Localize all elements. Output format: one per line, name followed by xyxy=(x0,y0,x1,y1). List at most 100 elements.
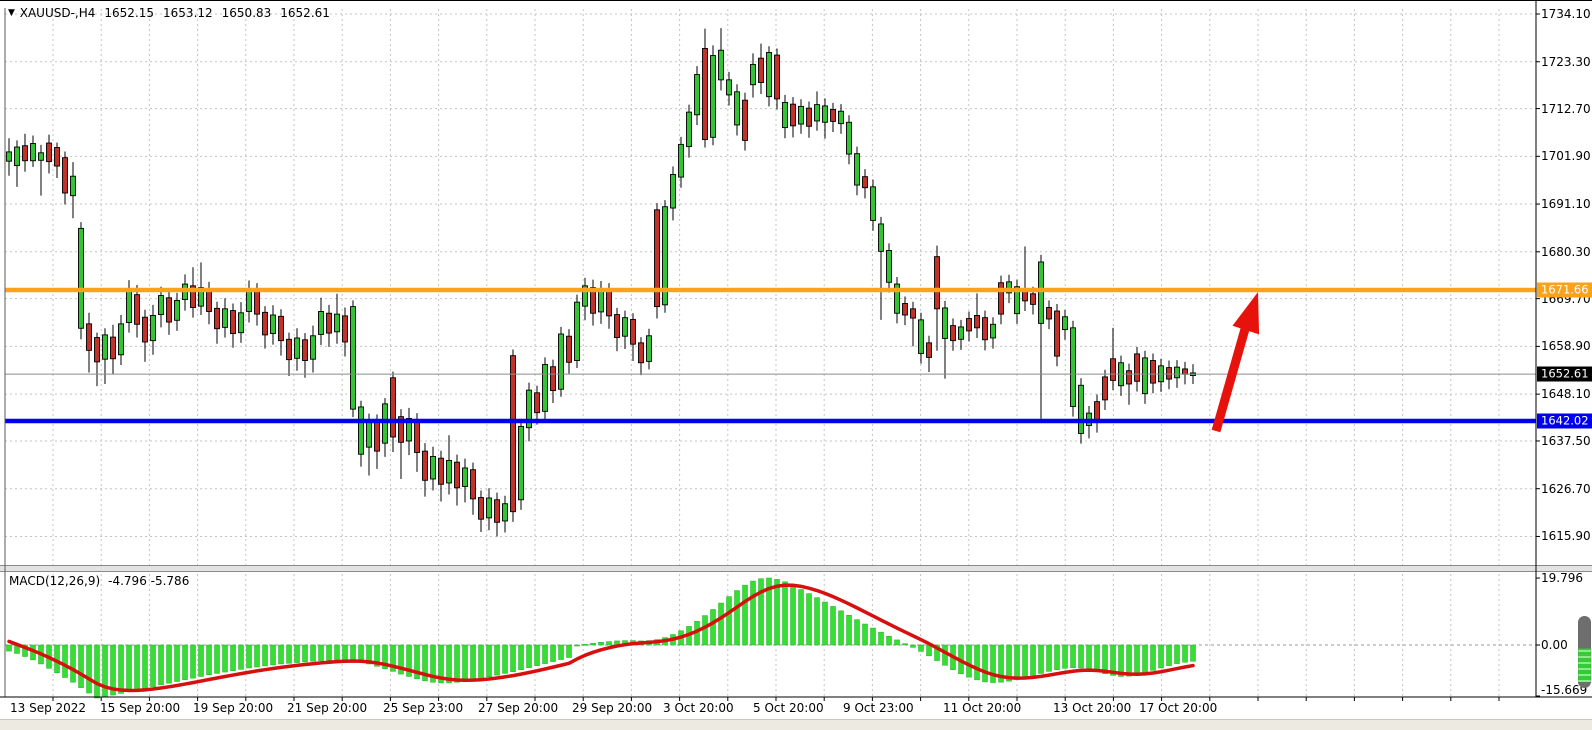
macd-histogram-bar xyxy=(438,644,444,684)
candle xyxy=(118,323,124,356)
candle xyxy=(550,366,556,392)
candle xyxy=(542,364,548,412)
macd-histogram-bar xyxy=(134,644,140,691)
macd-histogram-bar xyxy=(6,644,12,652)
candle xyxy=(38,152,44,161)
macd-histogram-bar xyxy=(742,584,748,646)
macd-histogram-bar xyxy=(806,593,812,646)
candle xyxy=(574,301,580,361)
macd-histogram-bar xyxy=(270,644,276,666)
time-tick-label: 25 Sep 23:00 xyxy=(383,701,464,715)
candle xyxy=(1054,310,1060,357)
macd-histogram-bar xyxy=(310,644,316,662)
candle xyxy=(934,256,940,310)
candle xyxy=(678,143,684,178)
candle xyxy=(862,176,868,189)
trend-arrow-head[interactable] xyxy=(1232,292,1260,335)
price-tick-label: 1701.90 xyxy=(1541,149,1591,164)
macd-histogram-bar xyxy=(222,644,228,673)
candle xyxy=(902,303,908,316)
candle xyxy=(46,142,52,163)
candle xyxy=(214,307,220,330)
macd-histogram-bar xyxy=(446,644,452,684)
candle xyxy=(758,57,764,83)
candle xyxy=(78,227,84,329)
candle xyxy=(398,416,404,443)
macd-histogram-bar xyxy=(230,644,236,671)
candle xyxy=(94,337,100,363)
macd-histogram-bar xyxy=(206,644,212,676)
candle xyxy=(726,79,732,96)
macd-histogram-bar xyxy=(94,644,100,699)
trend-arrow[interactable] xyxy=(1211,292,1260,433)
scrollbar-thumb[interactable] xyxy=(1578,616,1591,688)
macd-histogram-bar xyxy=(854,619,860,646)
candle xyxy=(814,104,820,122)
macd-histogram-bar xyxy=(1046,644,1052,672)
candle xyxy=(606,289,612,317)
candle xyxy=(494,499,500,523)
candle xyxy=(1134,353,1140,382)
candle xyxy=(342,315,348,343)
macd-histogram-bar xyxy=(342,644,348,661)
candle xyxy=(414,419,420,453)
candle xyxy=(430,455,436,480)
macd-histogram-bar xyxy=(1006,644,1012,682)
candle xyxy=(790,103,796,127)
candle xyxy=(710,55,716,138)
macd-histogram-bar xyxy=(526,644,532,668)
candle xyxy=(222,308,228,328)
price-tick-label: 1615.90 xyxy=(1541,529,1591,544)
candle xyxy=(30,143,36,162)
candle xyxy=(318,311,324,335)
macd-histogram-bar xyxy=(598,642,604,646)
macd-histogram-bar xyxy=(894,639,900,646)
candle xyxy=(886,250,892,283)
chevron-down-icon[interactable]: ▼ xyxy=(8,8,15,18)
candle xyxy=(470,469,476,500)
macd-histogram-bar xyxy=(774,579,780,646)
candle xyxy=(694,74,700,116)
macd-histogram-bar xyxy=(846,614,852,646)
price-tick-label: 1648.10 xyxy=(1541,387,1591,402)
macd-histogram-bar xyxy=(294,644,300,663)
candle xyxy=(1014,286,1020,315)
macd-histogram-bar xyxy=(326,644,332,661)
price-tick-label: 1723.30 xyxy=(1541,54,1591,69)
candle xyxy=(102,334,108,360)
candle xyxy=(350,306,356,410)
time-tick-label: 15 Sep 20:00 xyxy=(100,701,181,715)
candle xyxy=(942,307,948,339)
candle xyxy=(894,283,900,314)
candle xyxy=(382,403,388,444)
macd-histogram-bar xyxy=(918,644,924,652)
candle xyxy=(478,497,484,520)
macd-histogram-bar xyxy=(726,596,732,646)
candle xyxy=(870,186,876,221)
candle xyxy=(1166,367,1172,380)
candle xyxy=(366,420,372,448)
time-tick-label: 29 Sep 20:00 xyxy=(572,701,653,715)
macd-histogram-bar xyxy=(278,644,284,665)
macd-histogram-bar xyxy=(702,615,708,646)
macd-histogram-bar xyxy=(1038,644,1044,674)
trend-arrow-shaft[interactable] xyxy=(1211,327,1250,433)
candle xyxy=(1070,327,1076,407)
candle xyxy=(510,355,516,513)
time-tick-label: 17 Oct 20:00 xyxy=(1139,701,1218,715)
candle xyxy=(70,175,76,197)
macd-histogram-bar xyxy=(902,643,908,646)
macd-histogram-bar xyxy=(478,644,484,679)
pane-separator[interactable] xyxy=(0,566,1592,571)
candle xyxy=(86,323,92,351)
candle xyxy=(390,377,396,438)
time-tick-label: 3 Oct 20:00 xyxy=(663,701,734,715)
candle xyxy=(718,49,724,81)
macd-histogram-bar xyxy=(198,644,204,677)
time-tick-label: 9 Oct 23:00 xyxy=(843,701,914,715)
macd-histogram-bar xyxy=(750,580,756,646)
candle xyxy=(1182,368,1188,375)
candle xyxy=(734,91,740,126)
